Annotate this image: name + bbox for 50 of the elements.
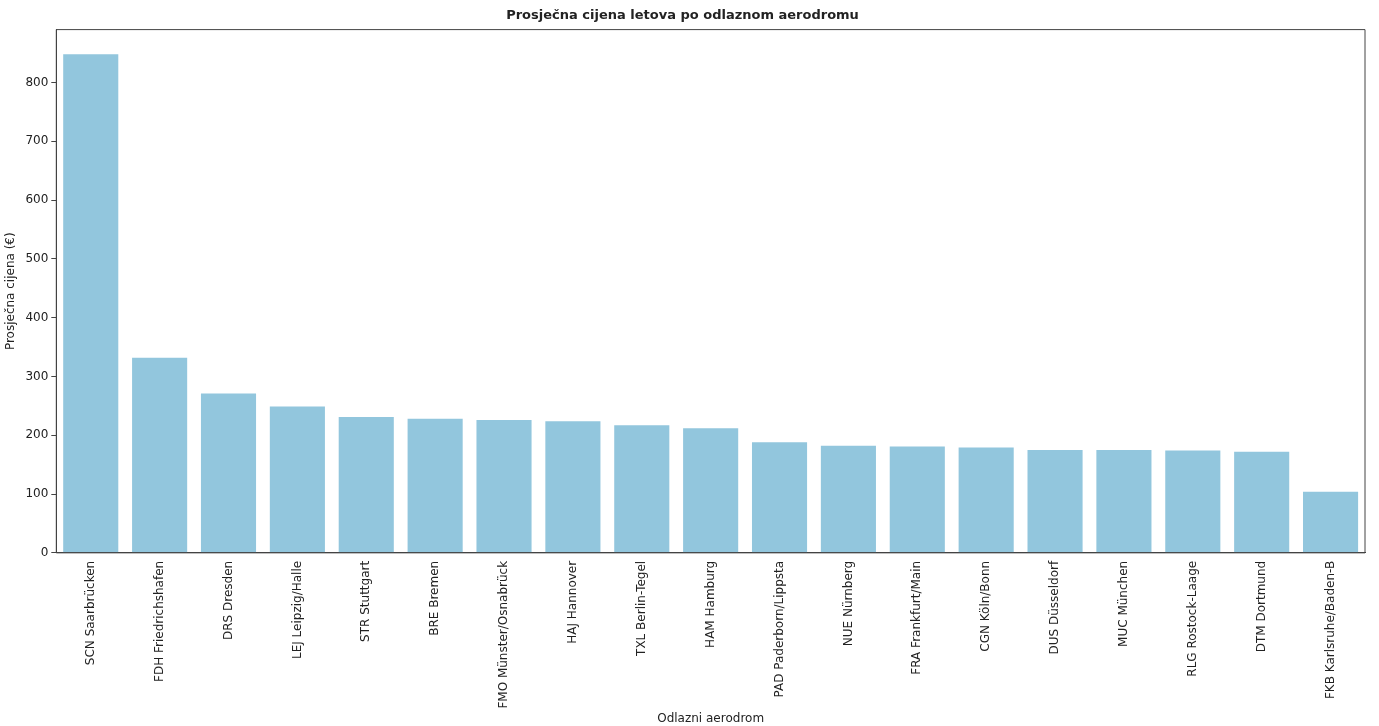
bar — [614, 425, 670, 553]
bar — [63, 54, 119, 553]
x-tick-label: HAJ Hannover — [565, 560, 580, 644]
bar — [132, 357, 188, 553]
x-tick-label: TXL Berlin-Tegel — [633, 560, 648, 657]
y-tick-label: 700 — [25, 133, 49, 148]
y-tick-label: 300 — [25, 368, 49, 383]
y-axis-title: Prosječna cijena (€) — [3, 232, 18, 351]
x-tick-label: NUE Nürnberg — [840, 560, 855, 647]
x-tick-label: LEJ Leipzig/Halle — [289, 560, 304, 659]
x-tick-label: PAD Paderborn/Lippsta — [771, 560, 786, 698]
y-tick-label: 600 — [25, 192, 49, 207]
bar — [1165, 450, 1221, 553]
x-tick-label: FMO Münster/Osnabrück — [496, 560, 511, 709]
x-tick-label: BRE Bremen — [427, 560, 442, 636]
x-tick-label: FDH Friedrichshafen — [151, 560, 166, 683]
y-tick-label: 100 — [25, 486, 49, 501]
bar — [1234, 451, 1290, 553]
bar — [820, 445, 876, 553]
bar — [751, 442, 808, 553]
bar — [338, 417, 394, 553]
x-tick-label: DTM Dortmund — [1253, 560, 1268, 653]
bar — [683, 428, 739, 553]
bar — [407, 418, 463, 553]
bar — [958, 447, 1014, 553]
x-tick-label: RLG Rostock-Laage — [1184, 560, 1199, 677]
x-tick-label: DUS Düsseldorf — [1047, 560, 1062, 655]
bar — [889, 446, 945, 553]
x-tick-label: STR Stuttgart — [358, 560, 373, 642]
bar — [476, 419, 532, 553]
x-tick-label: SCN Saarbrücken — [82, 560, 97, 666]
bar — [269, 406, 325, 553]
bar — [1027, 449, 1083, 553]
y-tick-label: 800 — [25, 74, 49, 89]
bar — [1096, 449, 1152, 553]
y-tick-label: 0 — [40, 544, 49, 559]
x-tick-label: CGN Köln/Bonn — [978, 560, 993, 652]
y-tick-label: 200 — [25, 427, 49, 442]
x-tick-label: MUC München — [1116, 560, 1131, 647]
bar — [200, 393, 257, 553]
y-tick-label: 400 — [25, 309, 49, 324]
bar — [1303, 491, 1359, 553]
x-axis-title: Odlazni aerodrom — [657, 710, 765, 725]
x-tick-label: DRS Dresden — [220, 560, 235, 641]
x-tick-label: FKB Karlsruhe/Baden-B — [1322, 560, 1337, 700]
x-tick-label: FRA Frankfurt/Main — [909, 560, 924, 675]
bar — [545, 421, 601, 553]
x-tick-label: HAM Hamburg — [702, 560, 717, 648]
y-tick-label: 500 — [25, 251, 49, 266]
chart-title: Prosječna cijena letova po odlaznom aerodromu — [506, 7, 859, 23]
